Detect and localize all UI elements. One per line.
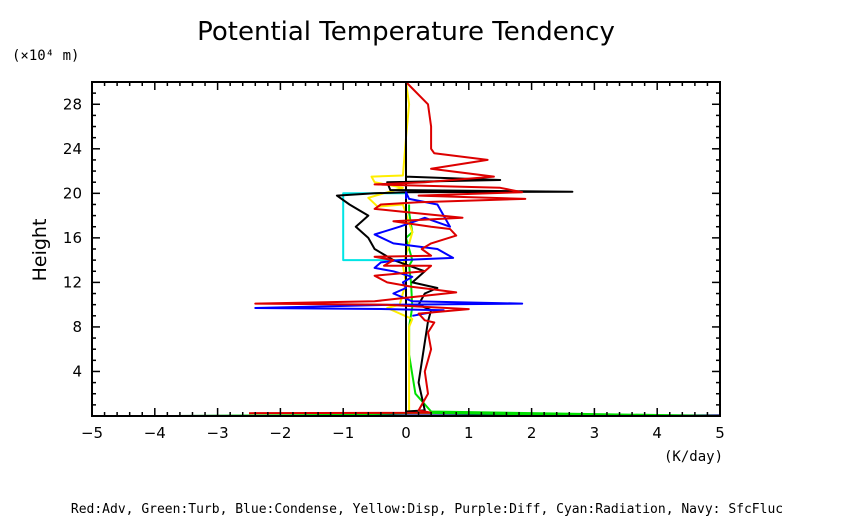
x-tick-label: 3	[590, 424, 600, 442]
series-condense-line	[254, 191, 524, 317]
series-adv-line	[248, 81, 527, 415]
x-tick-label: 1	[464, 424, 474, 442]
series-disp-line	[367, 81, 414, 412]
y-tick-label: 20	[63, 184, 82, 202]
plot-series-group	[173, 81, 721, 417]
x-tick-label: −1	[332, 424, 354, 442]
y-axis-label: Height	[29, 219, 51, 282]
x-tick-label: 0	[401, 424, 411, 442]
x-tick-label: −4	[144, 424, 166, 442]
chart-title: Potential Temperature Tendency	[197, 17, 615, 47]
y-tick-label: 28	[63, 95, 82, 113]
y-unit-label: (×10⁴ m)	[12, 48, 79, 64]
y-tick-label: 12	[63, 273, 82, 291]
x-unit-label: (K/day)	[664, 449, 723, 465]
y-tick-label: 8	[72, 318, 82, 336]
legend-text: Red:Adv, Green:Turb, Blue:Condense, Yell…	[71, 502, 783, 517]
x-tick-label: 4	[652, 424, 662, 442]
y-tick-label: 24	[63, 140, 82, 158]
x-tick-label: 2	[527, 424, 537, 442]
x-tick-label: −3	[207, 424, 229, 442]
y-tick-label: 16	[63, 229, 82, 247]
series-black-line	[335, 82, 574, 413]
x-tick-label: −2	[269, 424, 291, 442]
x-tick-label: 5	[715, 424, 725, 442]
x-tick-label: −5	[81, 424, 103, 442]
y-tick-label: 4	[72, 362, 82, 380]
